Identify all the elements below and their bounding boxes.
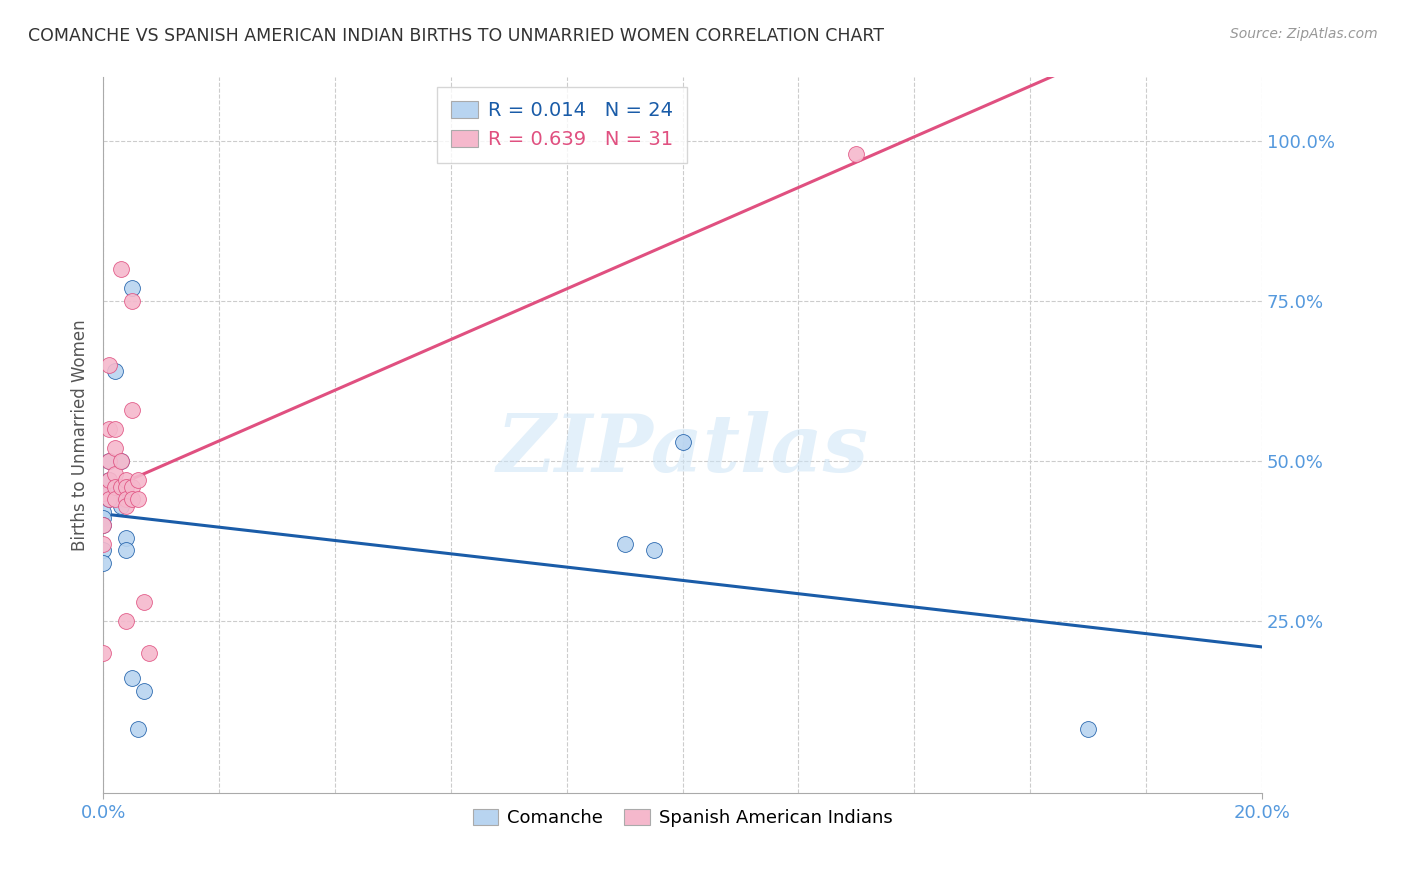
Point — [104, 422, 127, 436]
Point — [91, 517, 114, 532]
Point — [127, 473, 149, 487]
Text: COMANCHE VS SPANISH AMERICAN INDIAN BIRTHS TO UNMARRIED WOMEN CORRELATION CHART: COMANCHE VS SPANISH AMERICAN INDIAN BIRT… — [28, 27, 884, 45]
Point — [97, 492, 120, 507]
Point — [104, 441, 127, 455]
Point — [104, 492, 127, 507]
Point — [97, 454, 120, 468]
Point — [121, 479, 143, 493]
Point — [97, 486, 120, 500]
Point — [138, 646, 160, 660]
Point — [121, 402, 143, 417]
Point — [91, 646, 114, 660]
Point — [115, 543, 138, 558]
Point — [115, 473, 138, 487]
Point — [110, 262, 132, 277]
Point — [115, 499, 138, 513]
Point — [91, 556, 114, 570]
Point — [91, 543, 114, 558]
Point — [97, 422, 120, 436]
Point — [104, 364, 127, 378]
Point — [97, 473, 120, 487]
Point — [115, 614, 138, 628]
Point — [110, 492, 132, 507]
Point — [97, 492, 120, 507]
Point — [97, 454, 120, 468]
Point — [91, 511, 114, 525]
Point — [132, 594, 155, 608]
Point — [97, 473, 120, 487]
Point — [121, 294, 143, 309]
Point — [110, 454, 132, 468]
Text: ZIPatlas: ZIPatlas — [496, 411, 869, 489]
Point — [115, 492, 138, 507]
Point — [110, 479, 132, 493]
Point — [110, 499, 132, 513]
Point — [115, 531, 138, 545]
Point — [91, 517, 114, 532]
Point — [845, 147, 868, 161]
Point — [121, 281, 143, 295]
Point — [104, 479, 127, 493]
Point — [613, 537, 636, 551]
Text: Source: ZipAtlas.com: Source: ZipAtlas.com — [1230, 27, 1378, 41]
Point — [91, 537, 114, 551]
Point — [104, 479, 127, 493]
Point — [127, 723, 149, 737]
Point — [91, 486, 114, 500]
Point — [104, 467, 127, 481]
Point — [132, 684, 155, 698]
Point — [671, 434, 693, 449]
Legend: Comanche, Spanish American Indians: Comanche, Spanish American Indians — [465, 802, 900, 834]
Point — [643, 543, 665, 558]
Point — [121, 671, 143, 685]
Point — [91, 505, 114, 519]
Point — [97, 358, 120, 372]
Point — [127, 492, 149, 507]
Y-axis label: Births to Unmarried Women: Births to Unmarried Women — [72, 319, 89, 551]
Point — [115, 479, 138, 493]
Point — [121, 492, 143, 507]
Point — [1077, 723, 1099, 737]
Point — [110, 454, 132, 468]
